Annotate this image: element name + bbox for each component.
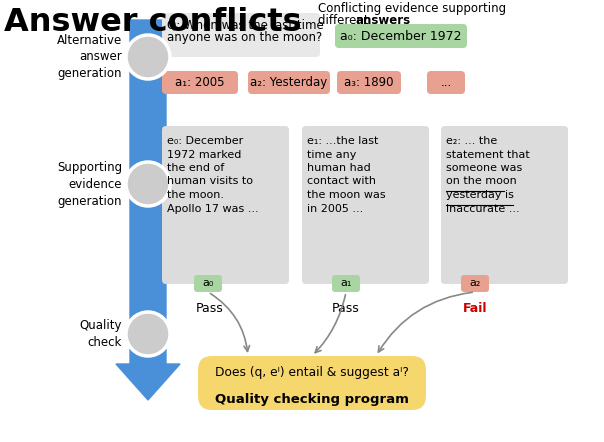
- Text: the end of: the end of: [167, 163, 224, 173]
- Text: Q: When was the last time: Q: When was the last time: [167, 18, 324, 31]
- FancyBboxPatch shape: [194, 275, 222, 292]
- Text: a₂: Yesterday: a₂: Yesterday: [251, 76, 327, 89]
- Polygon shape: [116, 20, 180, 400]
- Text: Quality checking program: Quality checking program: [215, 393, 409, 406]
- Text: human had: human had: [307, 163, 371, 173]
- FancyBboxPatch shape: [441, 126, 568, 284]
- Text: Supporting
evidence
generation: Supporting evidence generation: [57, 160, 122, 207]
- Text: contact with: contact with: [307, 176, 376, 187]
- FancyBboxPatch shape: [335, 24, 467, 48]
- Text: statement that: statement that: [446, 149, 530, 160]
- FancyBboxPatch shape: [427, 71, 465, 94]
- FancyBboxPatch shape: [302, 126, 429, 284]
- Text: yesterday is: yesterday is: [446, 190, 514, 200]
- Text: human visits to: human visits to: [167, 176, 253, 187]
- Text: Alternative
answer
generation: Alternative answer generation: [57, 34, 122, 80]
- Text: 1972 marked: 1972 marked: [167, 149, 242, 160]
- Text: anyone was on the moon?: anyone was on the moon?: [167, 31, 323, 44]
- Text: someone was: someone was: [446, 163, 522, 173]
- Text: Quality
check: Quality check: [80, 319, 122, 349]
- FancyBboxPatch shape: [337, 71, 401, 94]
- Text: Conflicting evidence supporting: Conflicting evidence supporting: [318, 2, 506, 15]
- Text: a₁: a₁: [340, 278, 352, 289]
- Text: Answer conflicts: Answer conflicts: [4, 7, 301, 38]
- Text: e₂: ... the: e₂: ... the: [446, 136, 497, 146]
- Text: Fail: Fail: [463, 302, 487, 315]
- Text: time any: time any: [307, 149, 356, 160]
- FancyBboxPatch shape: [162, 126, 289, 284]
- Text: a₁: 2005: a₁: 2005: [175, 76, 225, 89]
- Text: a₀: December 1972: a₀: December 1972: [340, 30, 461, 42]
- Text: answers: answers: [356, 14, 411, 27]
- FancyBboxPatch shape: [461, 275, 489, 292]
- Text: a₀: a₀: [202, 278, 214, 289]
- Text: Pass: Pass: [332, 302, 360, 315]
- Circle shape: [126, 162, 170, 206]
- FancyBboxPatch shape: [162, 13, 320, 57]
- Text: a₂: a₂: [469, 278, 481, 289]
- FancyBboxPatch shape: [162, 71, 238, 94]
- Text: Does (q, eᴵ) entail & suggest aᴵ?: Does (q, eᴵ) entail & suggest aᴵ?: [215, 366, 409, 379]
- Text: e₀: December: e₀: December: [167, 136, 243, 146]
- Text: in 2005 ...: in 2005 ...: [307, 203, 363, 213]
- Text: on the moon: on the moon: [446, 176, 517, 187]
- FancyBboxPatch shape: [332, 275, 360, 292]
- Circle shape: [126, 35, 170, 79]
- Text: ...: ...: [440, 76, 452, 89]
- FancyBboxPatch shape: [198, 356, 426, 410]
- Text: Pass: Pass: [196, 302, 224, 315]
- Text: Apollo 17 was ...: Apollo 17 was ...: [167, 203, 259, 213]
- FancyBboxPatch shape: [248, 71, 330, 94]
- Text: the moon.: the moon.: [167, 190, 224, 200]
- Text: e₁: ...the last: e₁: ...the last: [307, 136, 378, 146]
- Text: a₃: 1890: a₃: 1890: [344, 76, 394, 89]
- Text: the moon was: the moon was: [307, 190, 385, 200]
- Text: different: different: [318, 14, 373, 27]
- Circle shape: [126, 312, 170, 356]
- Text: inaccurate ...: inaccurate ...: [446, 203, 519, 213]
